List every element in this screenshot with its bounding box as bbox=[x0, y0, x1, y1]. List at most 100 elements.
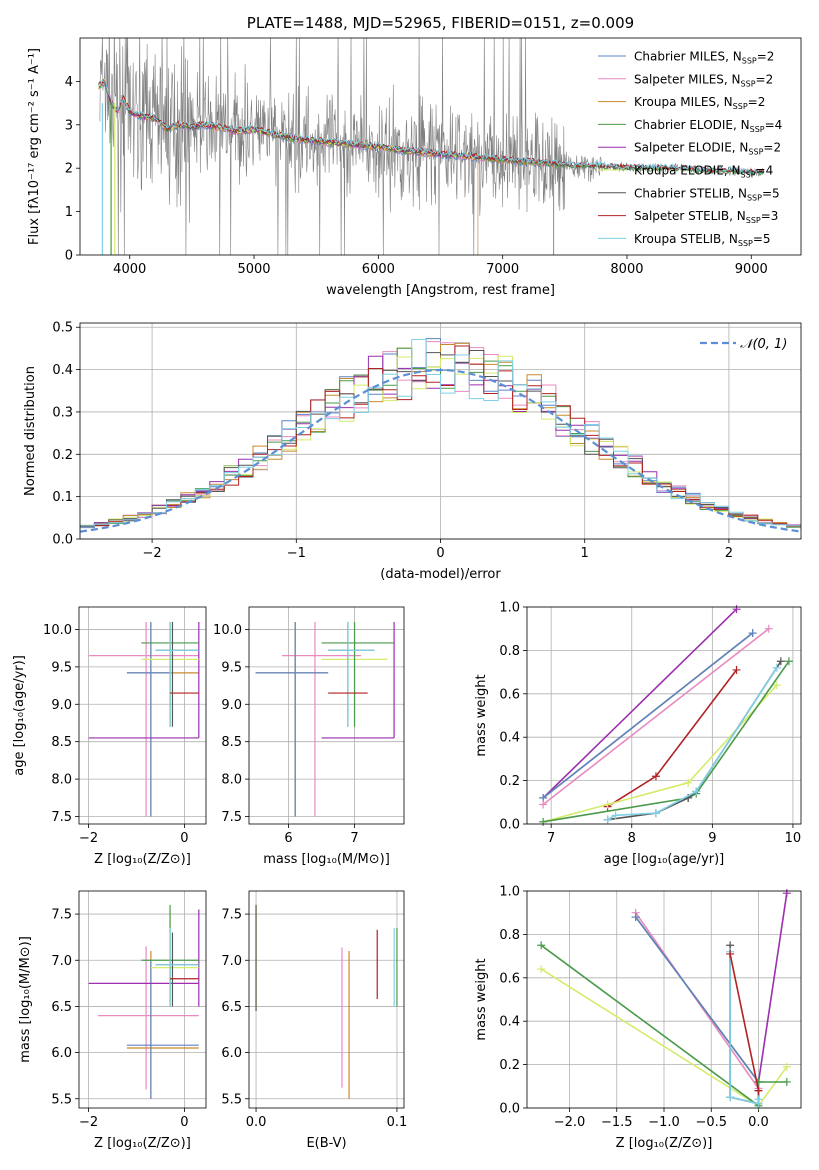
x-tick-label: 0 bbox=[180, 1115, 188, 1130]
legend-label: Salpeter STELIB, NSSP=3 bbox=[634, 209, 778, 225]
y-tick-label: 5.5 bbox=[51, 1092, 72, 1107]
residuals-axes: −2 −1 0 1 2 0.0 0.1 0.2 0.3 0.4 0.5 bbox=[52, 321, 801, 561]
y-tick-label: 6.5 bbox=[221, 1000, 242, 1015]
x-tick-label: −2 bbox=[79, 831, 98, 846]
y-tick-label: 9.0 bbox=[221, 698, 242, 713]
spectrum-xlabel: wavelength [Angstrom, rest frame] bbox=[326, 283, 555, 298]
mass_vs_ebv-axes: 0.0 0.1 5.5 6.0 6.5 7.0 7.5 bbox=[221, 891, 407, 1130]
weight-line bbox=[757, 893, 788, 1083]
weight-marker bbox=[631, 913, 640, 922]
legend-tail: =2 bbox=[763, 141, 781, 155]
weight-marker bbox=[684, 778, 693, 787]
legend-label: Chabrier STELIB, NSSP=5 bbox=[634, 186, 780, 202]
weight-marker bbox=[537, 941, 546, 950]
weight-marker bbox=[772, 681, 781, 690]
y-tick-label: 6.0 bbox=[51, 1046, 72, 1061]
y-tick-label: 9.5 bbox=[221, 660, 242, 675]
y-tick-label: 0.2 bbox=[499, 1058, 520, 1073]
legend-sub: SSP bbox=[750, 125, 765, 134]
y-tick-label: 8.5 bbox=[51, 735, 72, 750]
age_vs_Z-frame bbox=[78, 606, 207, 825]
x-tick-label: 7 bbox=[547, 831, 555, 846]
y-tick-label: 3 bbox=[65, 118, 73, 133]
y-tick-label: 7.5 bbox=[51, 810, 72, 825]
y-tick-label: 7.0 bbox=[51, 954, 72, 969]
weight-marker bbox=[603, 815, 612, 824]
legend-tail: =2 bbox=[756, 72, 774, 86]
legend-tail: =5 bbox=[762, 186, 780, 200]
x-tick-label: 5000 bbox=[237, 262, 270, 277]
weight_vs_Z-ylabel: mass weight bbox=[474, 958, 489, 1040]
x-tick-label: −0.5 bbox=[695, 1115, 727, 1130]
x-tick-label: −2 bbox=[143, 546, 162, 561]
x-tick-label: 7000 bbox=[486, 262, 519, 277]
weight-marker bbox=[692, 787, 701, 796]
x-tick-label: 6 bbox=[284, 831, 292, 846]
mass_vs_Z-xlabel: Z [log₁₀(Z/Z⊙)] bbox=[94, 1136, 191, 1151]
y-tick-label: 4 bbox=[65, 75, 73, 90]
weight-marker bbox=[539, 817, 548, 826]
legend-label: Chabrier MILES, NSSP=2 bbox=[634, 50, 774, 66]
y-tick-label: 0.0 bbox=[499, 1102, 520, 1117]
x-tick-label: 0.0 bbox=[246, 1115, 267, 1130]
y-tick-label: 10.0 bbox=[43, 623, 72, 638]
y-tick-label: 0.2 bbox=[52, 448, 73, 463]
y-tick-label: 2 bbox=[65, 162, 73, 177]
x-tick-label: 10 bbox=[785, 831, 802, 846]
y-tick-label: 1 bbox=[65, 205, 73, 220]
weight_vs_Z-xlabel: Z [log₁₀(Z/Z⊙)] bbox=[616, 1136, 713, 1151]
y-tick-label: 10.0 bbox=[213, 623, 242, 638]
weight-marker bbox=[539, 800, 548, 809]
legend-label: Kroupa ELODIE, NSSP=4 bbox=[634, 164, 773, 180]
y-tick-label: 0.6 bbox=[499, 971, 520, 986]
weight-marker bbox=[782, 1077, 791, 1086]
x-tick-label: −1.0 bbox=[648, 1115, 680, 1130]
mass_vs_Z-axes: −2 0 5.5 6.0 6.5 7.0 7.5 bbox=[51, 891, 206, 1130]
mass_vs_Z-ylabel: mass [log₁₀(M/M⊙)] bbox=[18, 936, 33, 1063]
weight-marker bbox=[732, 605, 741, 614]
y-tick-label: 0.3 bbox=[52, 405, 73, 420]
legend-label: Kroupa MILES, NSSP=2 bbox=[634, 95, 765, 111]
y-tick-label: 9.5 bbox=[51, 660, 72, 675]
legend-sub: SSP bbox=[748, 148, 763, 157]
age_vs_Z-ylabel: age [log₁₀(age/yr)] bbox=[12, 655, 27, 776]
age_vs_Z-axes: −2 0 7.5 8.0 8.5 9.0 9.5 10.0 bbox=[43, 607, 206, 846]
weight-marker bbox=[537, 965, 546, 974]
y-tick-label: 7.5 bbox=[221, 908, 242, 923]
x-tick-label: 7 bbox=[350, 831, 358, 846]
weight-marker bbox=[651, 809, 660, 818]
residuals-xlabel: (data-model)/error bbox=[380, 567, 501, 582]
weight-line bbox=[635, 916, 760, 1083]
legend-label: Kroupa STELIB, NSSP=5 bbox=[634, 232, 771, 248]
legend-tail: =3 bbox=[761, 209, 779, 223]
spectrum-frame bbox=[79, 37, 802, 256]
age_vs_mass-frame bbox=[248, 606, 405, 825]
weight-line bbox=[729, 953, 760, 1091]
y-tick-label: 8.0 bbox=[221, 773, 242, 788]
legend-main: Salpeter ELODIE, N bbox=[634, 141, 748, 155]
weight-marker bbox=[782, 889, 791, 898]
y-tick-label: 0.8 bbox=[499, 928, 520, 943]
y-tick-label: 0.5 bbox=[52, 321, 73, 336]
legend-sub: SSP bbox=[747, 193, 762, 202]
legend-main: Salpeter MILES, N bbox=[634, 72, 741, 86]
weight-marker bbox=[611, 811, 620, 820]
y-tick-label: 7.5 bbox=[221, 810, 242, 825]
y-tick-label: 0.1 bbox=[52, 490, 73, 505]
weight-line bbox=[542, 628, 770, 806]
weight_vs_age-xlabel: age [log₁₀(age/yr)] bbox=[604, 852, 725, 867]
y-tick-label: 7.5 bbox=[51, 908, 72, 923]
residuals-frame bbox=[79, 322, 802, 540]
weight-marker bbox=[754, 1095, 763, 1104]
weight-marker bbox=[748, 629, 757, 638]
legend-sub: SSP bbox=[746, 216, 761, 225]
weight-line bbox=[607, 660, 782, 821]
spectrum-ylabel: Flux [fλ10⁻¹⁷ erg cm⁻² s⁻¹ A⁻¹] bbox=[27, 48, 42, 245]
y-tick-label: 0.8 bbox=[499, 644, 520, 659]
weight-marker bbox=[764, 624, 773, 633]
x-tick-label: 4000 bbox=[113, 262, 146, 277]
weight_vs_age-ylabel: mass weight bbox=[474, 674, 489, 756]
weight_vs_Z-frame bbox=[526, 890, 802, 1109]
mass_vs_Z-frame bbox=[78, 890, 207, 1109]
legend-label: 𝒩(0, 1) bbox=[740, 337, 787, 352]
